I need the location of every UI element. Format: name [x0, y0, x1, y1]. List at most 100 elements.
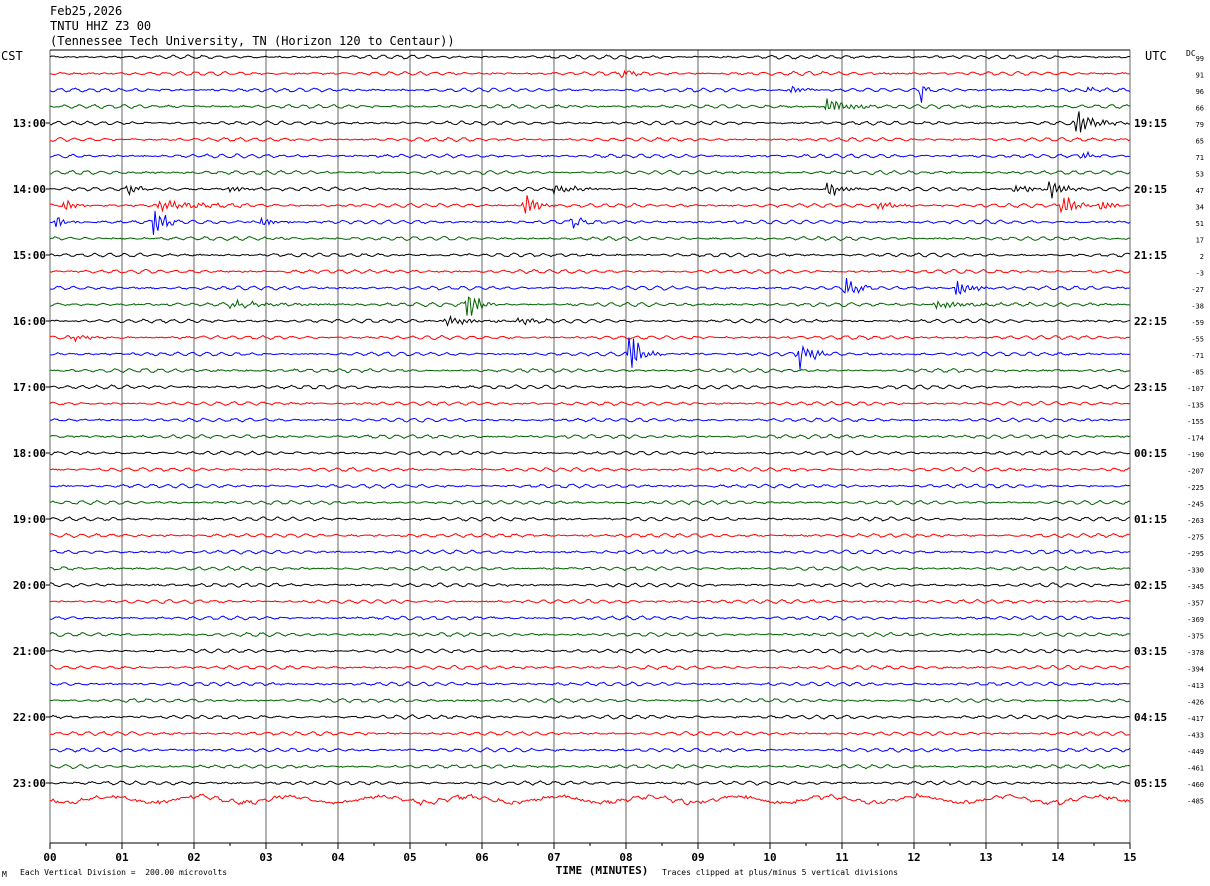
trace-line [49, 681, 1131, 687]
dc-offset-label: 99 [1196, 55, 1204, 63]
x-tick-label: 14 [1051, 851, 1065, 864]
dc-offset-label: -275 [1187, 534, 1204, 542]
x-tick-label: 06 [475, 851, 489, 864]
dc-offset-label: -378 [1187, 649, 1204, 657]
dc-offset-label: -433 [1187, 732, 1204, 740]
trace-line [49, 314, 1131, 327]
trace-line [49, 450, 1131, 456]
dc-offset-label: 66 [1196, 105, 1204, 113]
x-axis-label: TIME (MINUTES) [556, 864, 649, 877]
right-hour-label: 03:15 [1134, 645, 1167, 658]
x-tick-label: 15 [1123, 851, 1136, 864]
trace-line [49, 417, 1131, 423]
dc-offset-label: -55 [1191, 336, 1204, 344]
left-hour-label: 15:00 [13, 249, 46, 262]
trace-line [49, 664, 1131, 671]
dc-offset-label: -174 [1187, 435, 1204, 443]
trace-line [50, 277, 1131, 295]
dc-offset-label: -71 [1191, 352, 1204, 360]
trace-line [49, 54, 1130, 60]
trace-line [49, 252, 1131, 258]
trace-line [49, 195, 1131, 214]
dc-offset-label: -38 [1191, 303, 1204, 311]
right-hour-label: 23:15 [1134, 381, 1167, 394]
dc-offset-label: -426 [1187, 699, 1204, 707]
trace-line [49, 499, 1131, 506]
x-tick-label: 02 [187, 851, 200, 864]
trace-line [49, 780, 1131, 786]
trace-line [49, 516, 1131, 522]
left-hour-label: 16:00 [13, 315, 46, 328]
dc-offset-label: 91 [1196, 72, 1204, 80]
dc-offset-label: -207 [1187, 468, 1204, 476]
left-hour-label: 18:00 [13, 447, 46, 460]
plot-date: Feb25,2026 [50, 4, 123, 18]
dc-offset-label: 65 [1196, 138, 1204, 146]
right-hour-label: 04:15 [1134, 711, 1167, 724]
trace-line [50, 367, 1131, 374]
left-hour-label: 23:00 [13, 777, 46, 790]
trace-line [49, 334, 1131, 343]
trace-line [49, 296, 1131, 316]
dc-offset-label: -369 [1187, 616, 1204, 624]
station-code: TNTU HHZ Z3 00 [50, 19, 152, 33]
trace-line [49, 235, 1131, 242]
dc-offset-label: -85 [1191, 369, 1204, 377]
dc-offset-label: -413 [1187, 682, 1204, 690]
x-tick-label: 13 [979, 851, 992, 864]
logo-mark: M [2, 870, 7, 879]
x-tick-label: 07 [547, 851, 560, 864]
dc-offset-label: -460 [1187, 781, 1204, 789]
dc-offset-label: 79 [1196, 121, 1204, 129]
dc-offset-label: -394 [1187, 666, 1204, 674]
dc-offset-label: -461 [1187, 765, 1204, 773]
dc-offset-label: -263 [1187, 517, 1204, 525]
right-hour-label: 20:15 [1134, 183, 1167, 196]
trace-line [49, 337, 1131, 370]
dc-offset-label: -485 [1187, 798, 1204, 806]
trace-line [49, 69, 1131, 79]
clipping-note: Traces clipped at plus/minus 5 vertical … [662, 868, 899, 877]
trace-line [49, 730, 1131, 737]
trace-line [49, 433, 1131, 440]
dc-offset-label: -245 [1187, 501, 1204, 509]
x-tick-label: 08 [619, 851, 632, 864]
trace-line [49, 792, 1131, 807]
trace-line [49, 565, 1131, 572]
trace-line [49, 466, 1131, 473]
dc-offset-label: -155 [1187, 418, 1204, 426]
dc-offset-header: DC [1186, 49, 1196, 58]
right-hour-label: 19:15 [1134, 117, 1167, 130]
dc-offset-label: 51 [1196, 220, 1204, 228]
trace-line [49, 384, 1131, 390]
x-tick-label: 00 [43, 851, 56, 864]
trace-line [49, 136, 1131, 143]
x-tick-label: 04 [331, 851, 345, 864]
trace-line [49, 181, 1131, 199]
left-hour-label: 20:00 [13, 579, 46, 592]
x-tick-label: 09 [691, 851, 704, 864]
trace-line [49, 631, 1131, 638]
trace-line [49, 582, 1131, 588]
trace-line [49, 150, 1131, 159]
trace-line [49, 400, 1131, 407]
left-timezone-label: CST [1, 49, 23, 63]
dc-offset-label: -225 [1187, 484, 1204, 492]
station-location: (Tennessee Tech University, TN (Horizon … [50, 34, 455, 48]
dc-offset-label: 96 [1196, 88, 1204, 96]
x-tick-label: 10 [763, 851, 776, 864]
right-hour-label: 01:15 [1134, 513, 1167, 526]
left-hour-label: 19:00 [13, 513, 46, 526]
left-hour-label: 14:00 [13, 183, 46, 196]
right-hour-label: 05:15 [1134, 777, 1167, 790]
right-hour-label: 00:15 [1134, 447, 1167, 460]
trace-line [49, 98, 1130, 111]
left-hour-label: 13:00 [13, 117, 46, 130]
x-tick-label: 12 [907, 851, 920, 864]
trace-line [49, 615, 1131, 621]
dc-offset-label: 34 [1196, 204, 1204, 212]
dc-offset-label: -417 [1187, 715, 1204, 723]
trace-line [49, 111, 1130, 133]
x-tick-label: 05 [403, 851, 416, 864]
